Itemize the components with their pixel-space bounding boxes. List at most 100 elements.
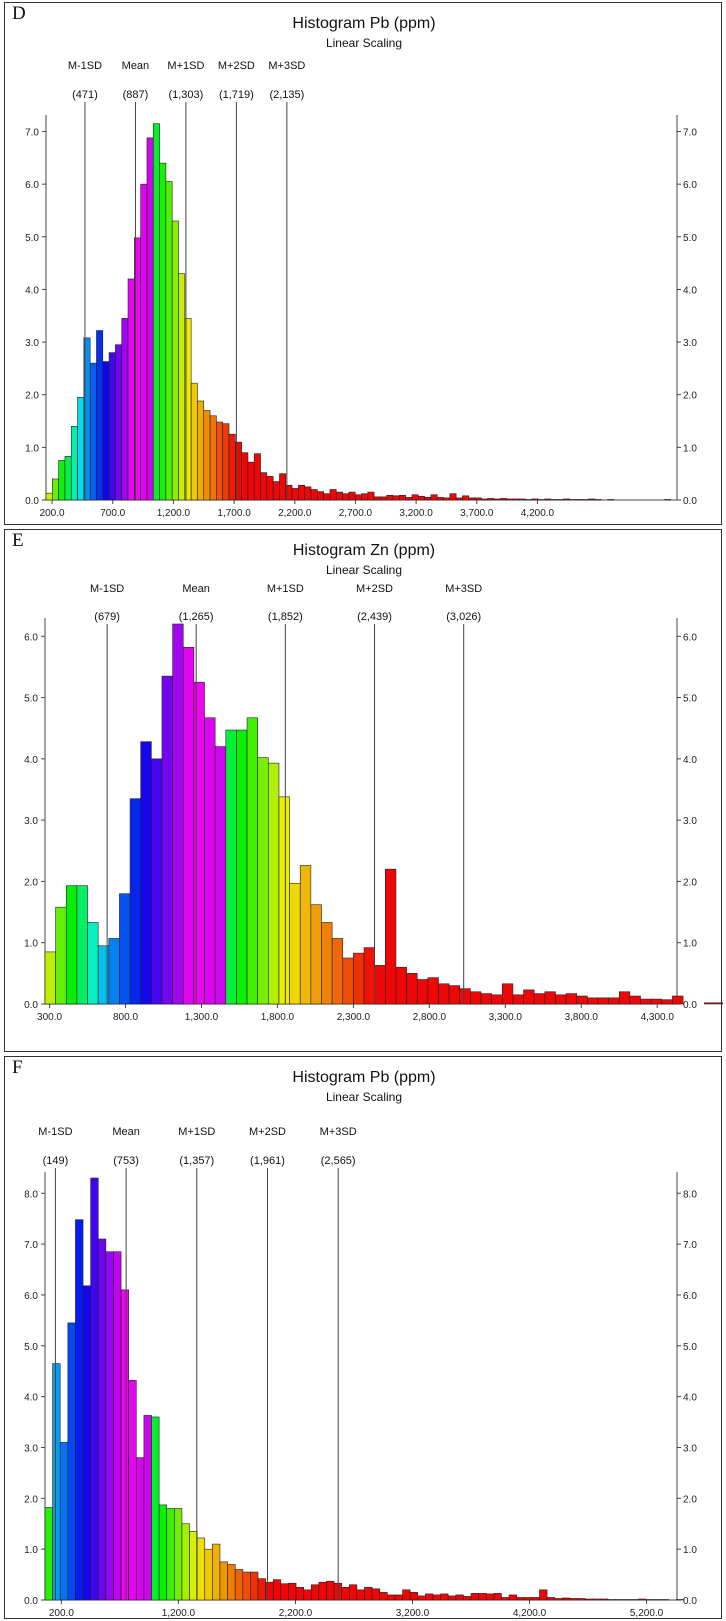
histogram-bar xyxy=(76,885,88,1005)
histogram-bar xyxy=(440,1593,449,1601)
histogram-bar xyxy=(295,1586,304,1601)
histogram-bar xyxy=(468,497,476,501)
stat-label: M-1SD xyxy=(38,1126,72,1138)
histogram-bar xyxy=(533,993,546,1005)
stat-value: (1,265) xyxy=(179,611,214,623)
x-tick-label: 3,200.0 xyxy=(396,1608,430,1619)
histogram-bar xyxy=(228,433,236,501)
histogram-bar xyxy=(405,497,413,501)
histogram-bar xyxy=(356,1589,365,1601)
histogram-bar xyxy=(182,646,195,1005)
chart-svg-e: 0.0 0.0 1.0 1.0 2.0 2.0 3.0 3.0 4.0 4.0 5.0 5.0 6.0 6… xyxy=(24,583,723,1023)
histogram-bar xyxy=(70,426,78,501)
histogram-bar xyxy=(212,1543,221,1601)
histogram-bar xyxy=(385,868,397,1005)
histogram-bar xyxy=(575,499,583,501)
panel-tag-f: F xyxy=(12,1057,23,1078)
y-tick-label-right: 1.0 xyxy=(683,939,697,950)
histogram-bar xyxy=(268,762,280,1005)
histogram-bar xyxy=(462,495,470,501)
y-tick-label-left: 6.0 xyxy=(25,180,39,191)
histogram-bar xyxy=(449,493,457,501)
y-tick-label-right: 8.0 xyxy=(683,1189,697,1200)
histogram-bar xyxy=(89,362,97,501)
histogram-bar xyxy=(584,1598,594,1601)
stat-value: (753) xyxy=(113,1155,139,1167)
y-tick-label-left: 6.0 xyxy=(24,1291,38,1302)
histogram-bar xyxy=(190,382,198,501)
histogram-bar xyxy=(660,1599,670,1601)
stat-value: (3,026) xyxy=(446,611,481,623)
histogram-bar xyxy=(280,1583,289,1601)
histogram-bar xyxy=(87,922,99,1005)
histogram-bar xyxy=(216,421,223,501)
histogram-bar xyxy=(77,397,85,501)
y-tick-label-right: 4.0 xyxy=(683,1393,697,1404)
histogram-bar xyxy=(299,865,312,1005)
x-tick-label: 1,800.0 xyxy=(261,1012,295,1023)
histogram-bar xyxy=(105,1251,114,1601)
histogram-bar xyxy=(266,476,274,501)
histogram-bar xyxy=(387,1594,396,1601)
x-tick-label: 4,300.0 xyxy=(641,1012,675,1023)
histogram-bar xyxy=(64,456,72,501)
histogram-bar xyxy=(597,997,609,1005)
x-tick-label: 300.0 xyxy=(37,1012,62,1023)
histogram-bar xyxy=(97,1238,107,1601)
x-tick-label: 4,200.0 xyxy=(521,508,555,519)
x-tick-label: 1,300.0 xyxy=(185,1012,219,1023)
histogram-bar xyxy=(512,498,520,501)
histogram-bar xyxy=(113,1251,122,1601)
histogram-bar xyxy=(288,1582,297,1601)
histogram-bar xyxy=(291,488,299,501)
stat-label: M+1SD xyxy=(167,60,204,72)
x-tick-label: 2,300.0 xyxy=(337,1012,371,1023)
y-tick-label-right: 5.0 xyxy=(683,694,697,705)
histogram-bar xyxy=(411,494,419,501)
histogram-bar xyxy=(500,498,507,501)
histogram-bar xyxy=(406,973,418,1005)
histogram-bar xyxy=(219,1561,228,1601)
x-tick-label: 700.0 xyxy=(100,508,125,519)
y-tick-label-left: 2.0 xyxy=(24,877,38,888)
histogram-bar xyxy=(323,493,331,501)
y-tick-label-right: 3.0 xyxy=(683,816,697,827)
histogram-bar xyxy=(96,330,104,501)
histogram-bar xyxy=(556,499,564,501)
y-tick-label-left: 3.0 xyxy=(24,1443,38,1454)
histogram-bar xyxy=(481,498,489,501)
x-tick-label: 200.0 xyxy=(49,1608,74,1619)
y-tick-label-right: 0.0 xyxy=(683,1596,697,1607)
histogram-bar xyxy=(470,991,482,1005)
histogram-bar xyxy=(485,1593,495,1601)
histogram-bar xyxy=(438,983,450,1005)
x-tick-label: 200.0 xyxy=(40,508,65,519)
histogram-bar xyxy=(225,729,237,1005)
stat-value: (2,135) xyxy=(269,89,304,101)
histogram-bar xyxy=(174,1508,183,1601)
histogram-bar xyxy=(115,344,123,501)
histogram-bar xyxy=(493,498,501,501)
histogram-bar xyxy=(298,484,306,501)
histogram-bar xyxy=(582,499,589,501)
histogram-bar xyxy=(335,491,343,501)
histogram-bar xyxy=(664,499,671,501)
histogram-bar xyxy=(491,994,503,1005)
histogram-bar xyxy=(661,999,673,1005)
y-tick-label-left: 6.0 xyxy=(24,632,38,643)
y-tick-label-right: 1.0 xyxy=(683,1545,697,1556)
histogram-bar xyxy=(241,452,249,501)
histogram-bar xyxy=(272,1579,282,1601)
y-tick-label-right: 6.0 xyxy=(683,180,697,191)
stat-value: (2,439) xyxy=(357,611,392,623)
histogram-bar xyxy=(587,997,599,1005)
histogram-bar xyxy=(279,473,287,501)
stat-value: (1,852) xyxy=(268,611,303,623)
histogram-bar xyxy=(645,1599,654,1601)
y-tick-label-left: 8.0 xyxy=(24,1189,38,1200)
chart-subtitle-e: Linear Scaling xyxy=(325,563,403,577)
y-tick-label-left: 0.0 xyxy=(25,496,39,507)
histogram-bar xyxy=(523,1597,533,1601)
histogram-bar xyxy=(436,497,444,501)
histogram-bar xyxy=(470,1593,479,1601)
